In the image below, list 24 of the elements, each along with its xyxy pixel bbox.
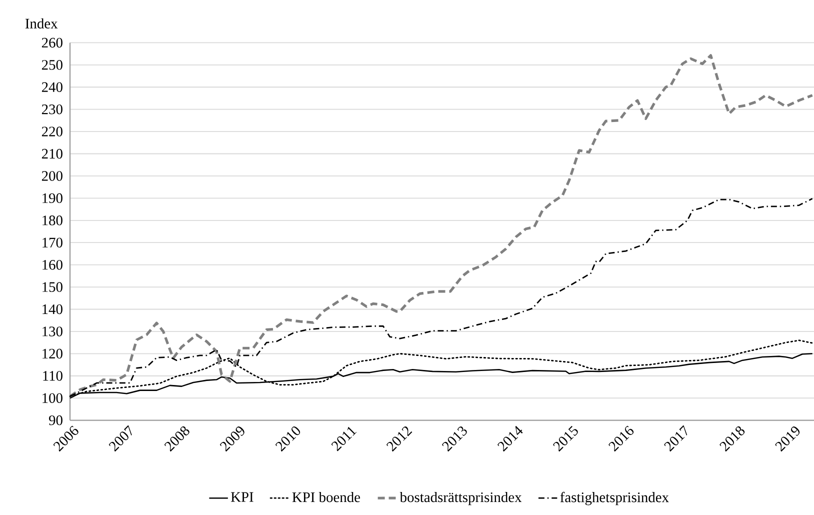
y-tick-label: 180 [42, 216, 62, 226]
legend-label: KPI boende [292, 492, 360, 502]
y-tick-label: 140 [42, 304, 62, 314]
legend-label: fastighetsprisindex [560, 492, 669, 506]
y-tick-label: 230 [42, 104, 62, 114]
y-tick-label: 220 [42, 126, 62, 136]
y-axis-title: Index [25, 18, 58, 28]
y-tick-label: 160 [42, 260, 62, 270]
y-tick-label: 170 [42, 238, 62, 248]
legend-label: KPI [230, 492, 254, 502]
y-tick-label: 250 [42, 60, 62, 70]
y-tick-label: 90 [49, 415, 62, 426]
y-tick-label: 190 [42, 193, 62, 204]
y-tick-label: 130 [42, 326, 62, 336]
legend-label: bostadsrättsprisindex [400, 492, 522, 506]
x-tick-label: 2011 [331, 426, 357, 452]
y-tick-label: 260 [42, 38, 62, 48]
y-tick-label: 120 [42, 348, 62, 359]
y-tick-label: 100 [42, 393, 62, 403]
y-tick-label: 110 [43, 371, 62, 381]
y-tick-label: 150 [42, 282, 62, 292]
y-tick-label: 240 [42, 82, 62, 92]
y-tick-label: 200 [42, 171, 62, 181]
y-tick-label: 210 [42, 148, 62, 159]
